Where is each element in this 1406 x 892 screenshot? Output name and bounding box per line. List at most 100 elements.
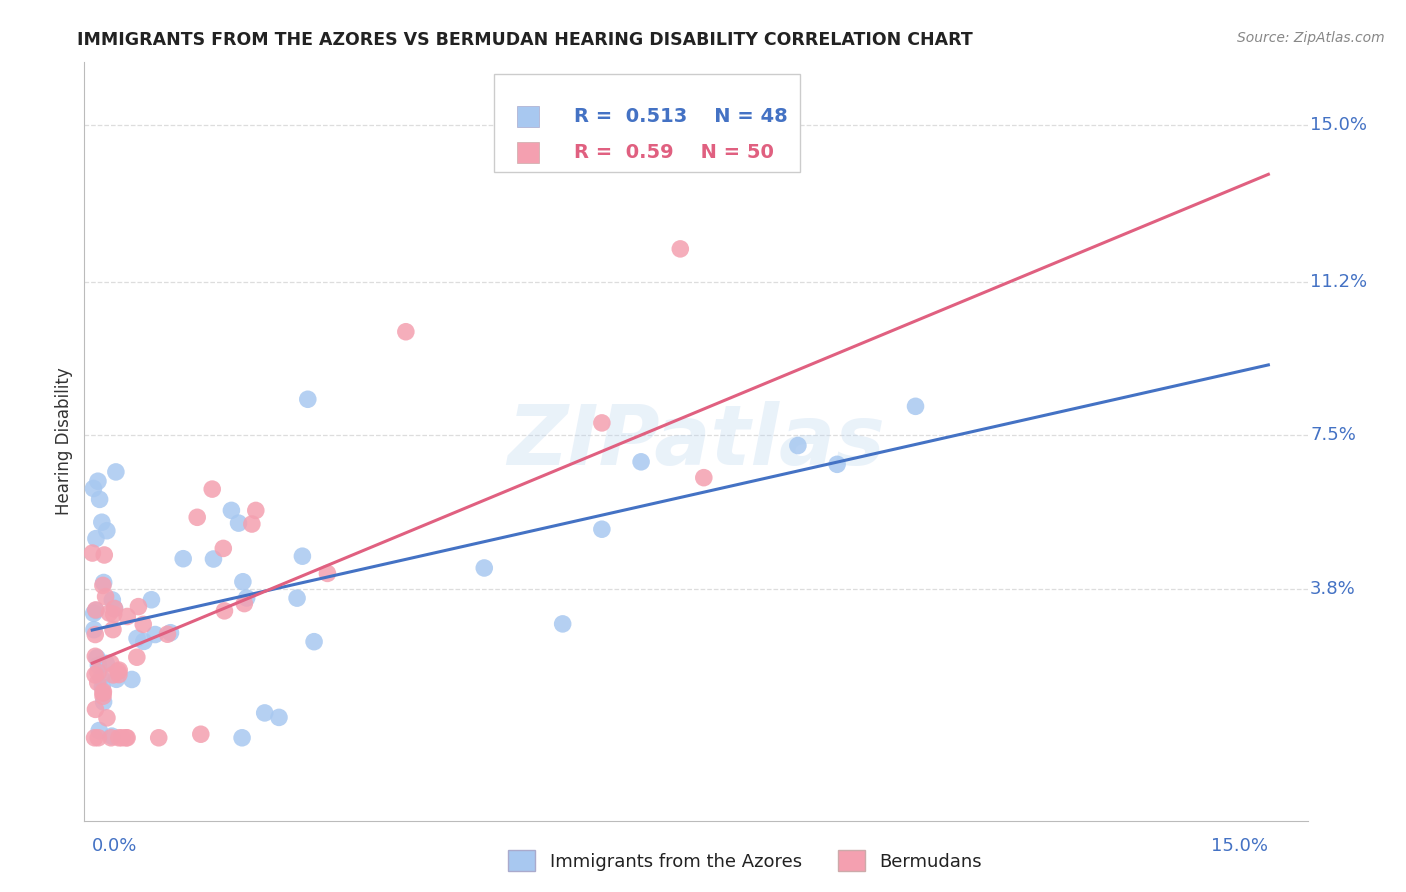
- Point: [904, 400, 927, 414]
- Point: [228, 516, 250, 530]
- Point: [87, 658, 110, 673]
- Point: [125, 632, 148, 646]
- Point: [93, 548, 115, 562]
- Point: [105, 673, 128, 687]
- Point: [83, 623, 105, 637]
- Point: [82, 546, 104, 560]
- Text: 0.0%: 0.0%: [93, 838, 138, 855]
- Point: [91, 680, 114, 694]
- Point: [221, 503, 243, 517]
- Point: [101, 668, 124, 682]
- Point: [108, 667, 131, 681]
- Point: [93, 695, 115, 709]
- Point: [233, 597, 256, 611]
- Point: [107, 665, 129, 679]
- Point: [100, 731, 122, 745]
- Point: [127, 599, 149, 614]
- Point: [111, 731, 134, 745]
- Point: [245, 503, 267, 517]
- Point: [190, 727, 212, 741]
- Point: [291, 549, 314, 564]
- Point: [101, 729, 124, 743]
- Point: [84, 649, 107, 664]
- Point: [103, 607, 125, 622]
- Point: [132, 634, 155, 648]
- Point: [115, 731, 138, 745]
- Point: [156, 627, 179, 641]
- Point: [90, 515, 112, 529]
- Point: [591, 522, 613, 536]
- Point: [125, 650, 148, 665]
- Point: [825, 458, 848, 472]
- Point: [143, 627, 166, 641]
- Text: R =  0.513    N = 48: R = 0.513 N = 48: [574, 107, 787, 127]
- Point: [101, 623, 124, 637]
- Point: [101, 593, 124, 607]
- Point: [96, 711, 118, 725]
- Point: [87, 675, 110, 690]
- Point: [108, 663, 131, 677]
- Text: 3.8%: 3.8%: [1310, 580, 1355, 598]
- Point: [235, 591, 257, 605]
- Point: [94, 590, 117, 604]
- Point: [121, 673, 143, 687]
- Point: [86, 650, 108, 665]
- Point: [103, 601, 125, 615]
- Text: R =  0.59    N = 50: R = 0.59 N = 50: [574, 143, 773, 161]
- Point: [693, 471, 716, 485]
- Point: [84, 668, 107, 682]
- Text: 15.0%: 15.0%: [1310, 116, 1367, 134]
- Point: [159, 625, 181, 640]
- Text: Source: ZipAtlas.com: Source: ZipAtlas.com: [1237, 31, 1385, 45]
- Point: [96, 524, 118, 538]
- Point: [202, 552, 225, 566]
- Point: [551, 616, 574, 631]
- Point: [87, 731, 110, 745]
- Point: [787, 439, 810, 453]
- Point: [100, 656, 122, 670]
- Point: [395, 325, 418, 339]
- Point: [108, 731, 131, 745]
- Point: [669, 242, 692, 256]
- Point: [83, 607, 105, 621]
- Point: [98, 606, 121, 620]
- Point: [231, 731, 253, 745]
- Point: [84, 603, 107, 617]
- Point: [214, 604, 236, 618]
- Point: [93, 575, 115, 590]
- Point: [93, 684, 115, 698]
- Point: [87, 665, 110, 680]
- Point: [172, 551, 194, 566]
- Point: [212, 541, 235, 556]
- Point: [267, 710, 290, 724]
- Point: [302, 634, 325, 648]
- Point: [141, 592, 163, 607]
- Point: [84, 603, 107, 617]
- Point: [232, 574, 254, 589]
- Point: [297, 392, 319, 407]
- Point: [89, 492, 111, 507]
- Point: [117, 609, 139, 624]
- Point: [84, 627, 107, 641]
- Text: 7.5%: 7.5%: [1310, 426, 1355, 444]
- Point: [91, 578, 114, 592]
- Text: IMMIGRANTS FROM THE AZORES VS BERMUDAN HEARING DISABILITY CORRELATION CHART: IMMIGRANTS FROM THE AZORES VS BERMUDAN H…: [77, 31, 973, 49]
- Point: [103, 601, 125, 615]
- Point: [285, 591, 308, 606]
- Point: [96, 657, 118, 671]
- Point: [186, 510, 208, 524]
- Point: [132, 617, 155, 632]
- Text: 15.0%: 15.0%: [1212, 838, 1268, 855]
- Point: [115, 731, 138, 745]
- Legend: Immigrants from the Azores, Bermudans: Immigrants from the Azores, Bermudans: [501, 843, 990, 879]
- Point: [591, 416, 613, 430]
- Text: 11.2%: 11.2%: [1310, 273, 1367, 291]
- FancyBboxPatch shape: [517, 142, 538, 163]
- Point: [82, 482, 104, 496]
- Point: [472, 561, 495, 575]
- FancyBboxPatch shape: [494, 74, 800, 172]
- Point: [83, 731, 105, 745]
- Point: [630, 455, 652, 469]
- Point: [201, 482, 224, 496]
- Text: ZIPatlas: ZIPatlas: [508, 401, 884, 482]
